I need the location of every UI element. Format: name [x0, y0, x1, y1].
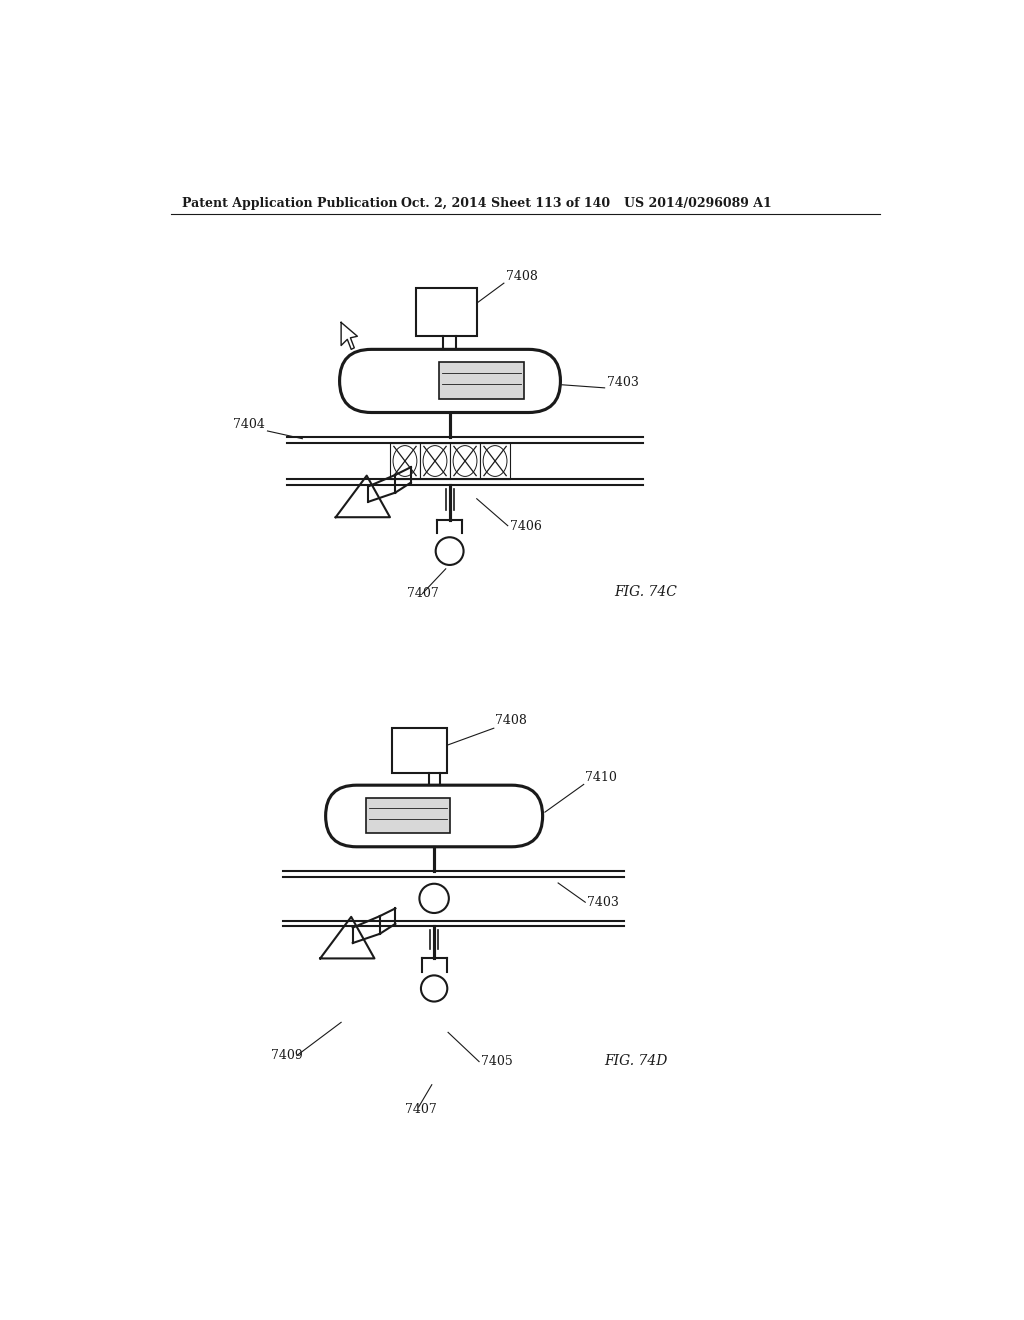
- Text: 7407: 7407: [407, 587, 438, 601]
- Bar: [420, 442, 450, 479]
- Bar: [480, 442, 510, 479]
- Text: US 2014/0296089 A1: US 2014/0296089 A1: [624, 197, 772, 210]
- FancyBboxPatch shape: [340, 350, 560, 412]
- Text: 7410: 7410: [586, 771, 617, 784]
- Text: Oct. 2, 2014: Oct. 2, 2014: [400, 197, 486, 210]
- Text: FIG. 74C: FIG. 74C: [614, 585, 678, 599]
- Bar: [366, 797, 450, 833]
- Bar: [450, 442, 480, 479]
- Text: Sheet 113 of 140: Sheet 113 of 140: [490, 197, 610, 210]
- Text: 7405: 7405: [480, 1056, 512, 1068]
- Text: 7404: 7404: [232, 418, 264, 430]
- FancyBboxPatch shape: [326, 785, 543, 847]
- Bar: [438, 363, 524, 400]
- Text: FIG. 74D: FIG. 74D: [604, 1055, 668, 1068]
- Bar: [391, 729, 447, 774]
- Text: 7403: 7403: [607, 376, 639, 388]
- Circle shape: [421, 975, 447, 1002]
- Text: Patent Application Publication: Patent Application Publication: [182, 197, 397, 210]
- Text: 7409: 7409: [271, 1049, 303, 1063]
- Circle shape: [420, 884, 449, 913]
- Text: 7407: 7407: [406, 1104, 437, 1117]
- Text: 7403: 7403: [587, 896, 618, 909]
- Bar: [417, 288, 477, 335]
- Circle shape: [435, 537, 464, 565]
- Text: 7408: 7408: [506, 271, 538, 282]
- Bar: [390, 442, 420, 479]
- Text: 7406: 7406: [510, 520, 542, 532]
- Text: 7408: 7408: [496, 714, 527, 727]
